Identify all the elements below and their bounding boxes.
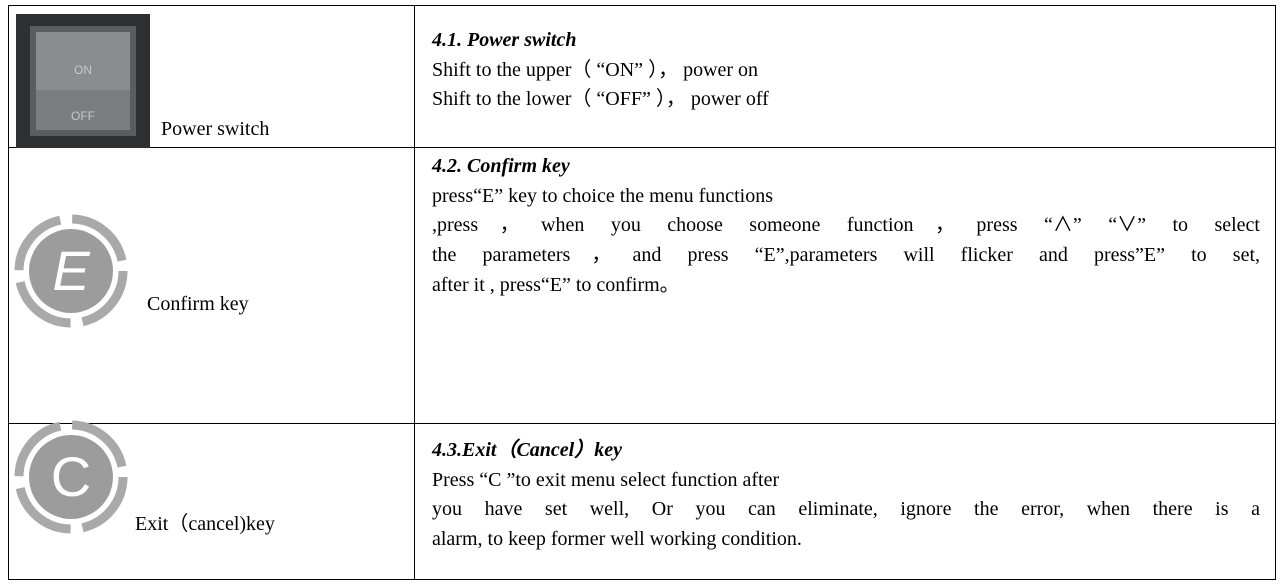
switch-on-text: ON <box>74 63 92 77</box>
section-title: 4.3.Exit（Cancel）key <box>432 439 622 461</box>
section-title: 4.1. Power switch <box>432 29 577 51</box>
row-border <box>8 423 1276 424</box>
text-line: Press “C ”to exit menu select function a… <box>432 468 780 491</box>
column-border <box>414 5 415 580</box>
table <box>8 5 1276 580</box>
row-border <box>8 147 1276 148</box>
cell-label: Exit（cancel)key <box>135 513 275 535</box>
text-line: alarm, to keep former well working condi… <box>432 528 802 551</box>
text-line: the parameters，and press “E”,parameters … <box>432 244 1260 267</box>
icon-letter: E <box>52 239 90 302</box>
cell-label: Power switch <box>161 118 270 140</box>
text-line: Shift to the upper（ “ON” ）， power on <box>432 58 759 81</box>
cell-text: 4.1. Power switch Shift to the upper（ “O… <box>432 26 1260 115</box>
icon-letter: C <box>51 445 91 508</box>
cell-label: Confirm key <box>147 293 249 315</box>
text-line: you have set well, Or you can eliminate,… <box>432 498 1260 521</box>
cell-text: 4.2. Confirm key press“E” key to choice … <box>432 152 1260 300</box>
exit-key-icon: C <box>14 420 128 534</box>
cell-text: 4.3.Exit（Cancel）key Press “C ”to exit me… <box>432 436 1260 555</box>
text-line: after it , press“E” to confirm。 <box>432 273 680 296</box>
power-switch-image: ON OFF <box>16 14 150 148</box>
switch-off-text: OFF <box>71 109 95 123</box>
text-line: press“E” key to choice the menu function… <box>432 184 773 207</box>
text-line: ,press，when you choose someone function，… <box>432 214 1260 237</box>
text-line: Shift to the lower（ “OFF” ）， power off <box>432 88 769 111</box>
section-title: 4.2. Confirm key <box>432 155 570 177</box>
confirm-key-icon: E <box>14 214 128 328</box>
